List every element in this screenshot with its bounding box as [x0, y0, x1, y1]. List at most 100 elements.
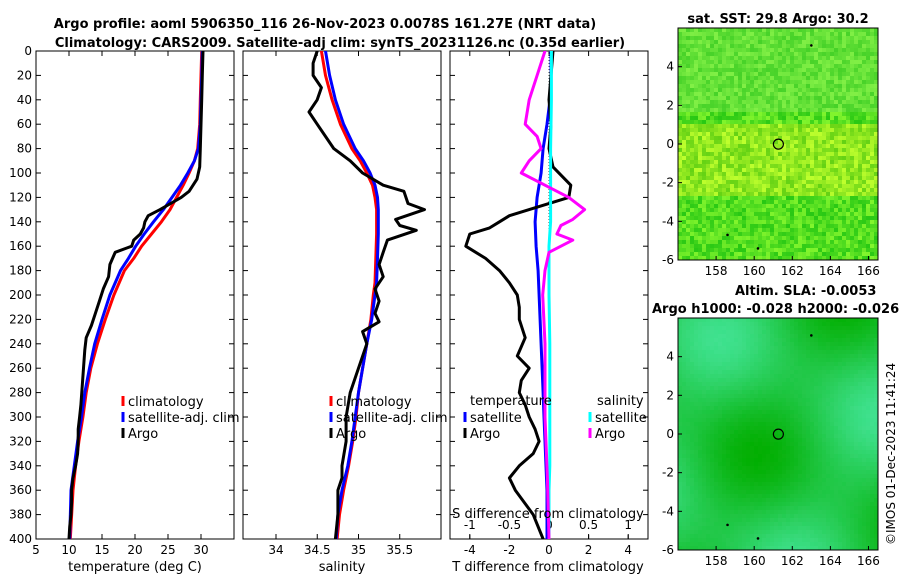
map-cell — [734, 366, 739, 371]
map-cell — [870, 40, 875, 45]
map-cell — [754, 104, 759, 109]
map-cell — [782, 104, 787, 109]
map-cell — [714, 124, 719, 129]
map-cell — [694, 358, 699, 363]
map-cell — [758, 108, 763, 113]
map-cell — [818, 124, 823, 129]
map-cell — [766, 256, 771, 261]
map-cell — [702, 216, 707, 221]
map-cell — [846, 446, 851, 451]
map-cell — [782, 48, 787, 53]
map-cell — [710, 330, 715, 335]
x-tick-label: 25 — [160, 543, 175, 557]
map-cell — [722, 200, 727, 205]
map-cell — [758, 196, 763, 201]
map-cell — [730, 144, 735, 149]
map-cell — [778, 382, 783, 387]
map-cell — [714, 184, 719, 189]
float-dot — [756, 247, 760, 250]
map-cell — [718, 410, 723, 415]
map-cell — [702, 128, 707, 133]
map-cell — [734, 236, 739, 241]
map-cell — [786, 358, 791, 363]
map-cell — [798, 40, 803, 45]
map-cell — [758, 96, 763, 101]
map-cell — [746, 326, 751, 331]
map-cell — [806, 342, 811, 347]
map-cell — [726, 256, 731, 261]
map-cell — [758, 200, 763, 205]
map-cell — [854, 438, 859, 443]
map-cell — [690, 350, 695, 355]
map-cell — [706, 32, 711, 37]
map-cell — [802, 108, 807, 113]
map-cell — [698, 382, 703, 387]
map-cell — [838, 458, 843, 463]
map-cell — [742, 326, 747, 331]
map-cell — [826, 232, 831, 237]
map-cell — [722, 394, 727, 399]
map-cell — [874, 64, 879, 69]
map-cell — [810, 116, 815, 121]
map-cell — [806, 252, 811, 257]
map-cell — [854, 88, 859, 93]
map-cell — [794, 422, 799, 427]
map-cell — [858, 438, 863, 443]
map-cell — [850, 40, 855, 45]
map-cell — [722, 438, 727, 443]
map-cell — [726, 434, 731, 439]
map-cell — [778, 172, 783, 177]
map-cell — [790, 156, 795, 161]
map-cell — [826, 180, 831, 185]
map-cell — [722, 236, 727, 241]
map-cell — [774, 378, 779, 383]
map-cell — [790, 244, 795, 249]
map-cell — [814, 330, 819, 335]
map-cell — [790, 438, 795, 443]
map-cell — [726, 84, 731, 89]
map-cell — [842, 132, 847, 137]
map-cell — [690, 224, 695, 229]
map-cell — [810, 346, 815, 351]
map-cell — [834, 220, 839, 225]
map-cell — [730, 322, 735, 327]
map-cell — [730, 88, 735, 93]
map-cell — [806, 84, 811, 89]
map-cell — [774, 394, 779, 399]
map-cell — [698, 374, 703, 379]
map-cell — [702, 200, 707, 205]
map-cell — [782, 60, 787, 65]
map-cell — [694, 378, 699, 383]
map-cell — [850, 386, 855, 391]
map-cell — [810, 68, 815, 73]
map-cell — [838, 346, 843, 351]
map-cell — [750, 326, 755, 331]
map-cell — [830, 68, 835, 73]
map-cell — [694, 208, 699, 213]
map-cell — [814, 156, 819, 161]
map-cell — [826, 188, 831, 193]
map-cell — [718, 386, 723, 391]
map-cell — [854, 326, 859, 331]
map-cell — [826, 104, 831, 109]
map-cell — [770, 338, 775, 343]
map-cell — [814, 140, 819, 145]
map-cell — [718, 244, 723, 249]
map-cell — [774, 374, 779, 379]
map-cell — [862, 454, 867, 459]
map-cell — [742, 196, 747, 201]
map-cell — [818, 64, 823, 69]
map-cell — [854, 358, 859, 363]
map-cell — [678, 406, 683, 411]
map-cell — [714, 248, 719, 253]
map-cell — [818, 152, 823, 157]
map-cell — [726, 366, 731, 371]
map-cell — [758, 176, 763, 181]
map-cell — [714, 458, 719, 463]
map-cell — [814, 318, 819, 323]
map-cell — [750, 386, 755, 391]
map-cell — [810, 84, 815, 89]
map-cell — [770, 192, 775, 197]
map-cell — [842, 124, 847, 129]
map-cell — [854, 434, 859, 439]
